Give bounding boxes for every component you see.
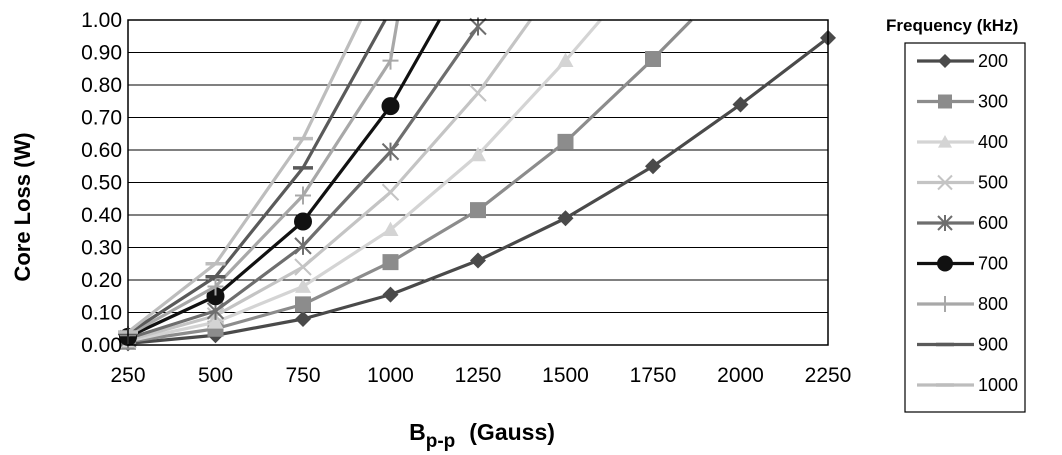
legend-item-300: 300 — [917, 92, 1008, 112]
data-point — [381, 183, 400, 201]
data-point — [295, 296, 311, 313]
y-tick-label: 0.60 — [81, 139, 122, 162]
legend: 200 300 400 500 600 700 800 900 1000 — [917, 51, 1018, 395]
x-tick-label: 1250 — [455, 364, 502, 387]
data-point — [382, 51, 399, 70]
legend-label: 900 — [978, 335, 1008, 355]
data-point — [206, 287, 225, 306]
legend-label: 600 — [978, 213, 1008, 233]
series-line — [127, 19, 363, 334]
series-line — [127, 18, 693, 344]
x-tick-label: 2250 — [805, 364, 852, 387]
data-point — [294, 258, 312, 276]
y-tick-label: 0.40 — [81, 204, 122, 227]
y-tick-label: 0.70 — [81, 107, 122, 130]
data-point — [470, 146, 486, 162]
x-tick-label: 500 — [198, 364, 233, 387]
x-tick-label: 1500 — [542, 364, 589, 387]
data-point — [645, 51, 661, 67]
legend-label: 200 — [978, 51, 1008, 71]
legend-label: 800 — [978, 294, 1008, 314]
x-tick-label: 1000 — [367, 364, 414, 387]
data-point — [294, 212, 312, 231]
y-tick-label: 0.00 — [81, 334, 122, 357]
data-point — [295, 186, 311, 205]
series-700 — [119, 19, 441, 346]
y-axis-title: Core Loss (W) — [10, 132, 35, 281]
x-axis-title: Bp-p (Gauss) — [409, 419, 555, 452]
legend-item-400: 400 — [917, 132, 1008, 152]
y-tick-label: 1.00 — [81, 9, 122, 32]
x-tick-label: 2000 — [717, 364, 764, 387]
data-point — [294, 236, 312, 255]
data-point — [382, 254, 399, 271]
data-point — [470, 202, 486, 219]
legend-swatch-marker — [937, 174, 953, 191]
x-axis-title-subscript: p-p — [426, 431, 456, 452]
data-point — [381, 97, 400, 116]
data-point — [382, 221, 399, 237]
data-point — [732, 96, 749, 113]
x-tick-label: 1750 — [630, 364, 677, 387]
legend-label: 400 — [978, 132, 1008, 152]
legend-label: 300 — [978, 92, 1008, 112]
data-point — [207, 314, 224, 329]
x-tick-label: 250 — [110, 364, 145, 387]
y-tick-label: 0.10 — [81, 302, 122, 325]
legend-swatch-marker — [937, 215, 953, 231]
data-point — [645, 158, 661, 175]
legend-swatch-marker — [938, 94, 952, 109]
data-point — [557, 210, 574, 227]
x-axis-title-main: B — [409, 419, 426, 445]
series-line — [127, 19, 532, 342]
legend-label: 500 — [978, 173, 1008, 193]
legend-item-900: 900 — [917, 335, 1008, 355]
legend-title: Frequency (kHz) — [886, 16, 1018, 35]
legend-swatch-marker — [938, 296, 952, 312]
data-point — [469, 84, 487, 102]
y-tick-label: 0.90 — [81, 42, 122, 65]
legend-item-800: 800 — [917, 294, 1008, 314]
y-tick-label: 0.50 — [81, 172, 122, 195]
y-tick-label: 0.80 — [81, 74, 122, 97]
series-line — [127, 19, 387, 335]
legend-swatch-marker — [938, 54, 952, 68]
data-point — [382, 286, 399, 303]
y-tick-label: 0.30 — [81, 237, 122, 260]
legend-item-200: 200 — [917, 51, 1008, 71]
series-900 — [118, 19, 387, 336]
series-1000 — [118, 19, 363, 334]
series-group — [118, 17, 836, 352]
x-tick-label: 750 — [285, 364, 320, 387]
legend-swatch-marker — [938, 135, 952, 148]
legend-label: 700 — [978, 254, 1008, 274]
y-tick-labels: 0.00 0.10 0.20 0.30 0.40 0.50 0.60 0.70 0.80 0.90… — [81, 9, 122, 357]
data-point — [295, 311, 311, 327]
x-axis-title-units: (Gauss) — [469, 419, 555, 445]
legend-box — [904, 42, 1026, 413]
legend-label: 1000 — [978, 375, 1018, 395]
legend-item-600: 600 — [917, 213, 1008, 233]
legend-swatch-marker — [937, 255, 953, 272]
data-point — [295, 278, 311, 293]
data-point — [207, 277, 224, 296]
legend-item-700: 700 — [917, 254, 1008, 274]
data-point — [557, 52, 574, 68]
plot-area-border — [127, 19, 829, 346]
data-point — [470, 252, 486, 269]
data-point — [557, 133, 574, 150]
x-tick-labels: 250 500 750 1000 1250 1500 1750 2000 2250 — [110, 364, 851, 387]
y-tick-label: 0.20 — [81, 269, 122, 292]
legend-item-1000: 1000 — [917, 375, 1018, 395]
legend-item-500: 500 — [917, 173, 1008, 193]
data-point — [381, 142, 400, 161]
